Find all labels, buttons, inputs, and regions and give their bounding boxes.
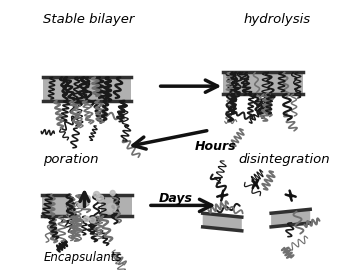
- Circle shape: [93, 191, 99, 198]
- Circle shape: [97, 195, 104, 202]
- Circle shape: [84, 216, 89, 222]
- Text: Hours: Hours: [195, 140, 236, 153]
- Polygon shape: [203, 213, 242, 231]
- Text: Days: Days: [158, 192, 192, 205]
- Circle shape: [110, 191, 115, 195]
- Circle shape: [80, 197, 88, 206]
- Bar: [223, 73, 303, 94]
- Text: disintegration: disintegration: [239, 153, 331, 166]
- Circle shape: [85, 196, 91, 202]
- Circle shape: [107, 203, 116, 212]
- Bar: [42, 195, 68, 216]
- Text: Encapsulants: Encapsulants: [44, 251, 122, 264]
- Bar: [101, 195, 132, 216]
- Polygon shape: [271, 209, 310, 227]
- Bar: [44, 77, 131, 101]
- Circle shape: [90, 217, 96, 223]
- Text: Stable bilayer: Stable bilayer: [44, 13, 135, 26]
- Circle shape: [78, 202, 84, 208]
- Text: hydrolysis: hydrolysis: [244, 13, 311, 26]
- Text: poration: poration: [44, 153, 99, 166]
